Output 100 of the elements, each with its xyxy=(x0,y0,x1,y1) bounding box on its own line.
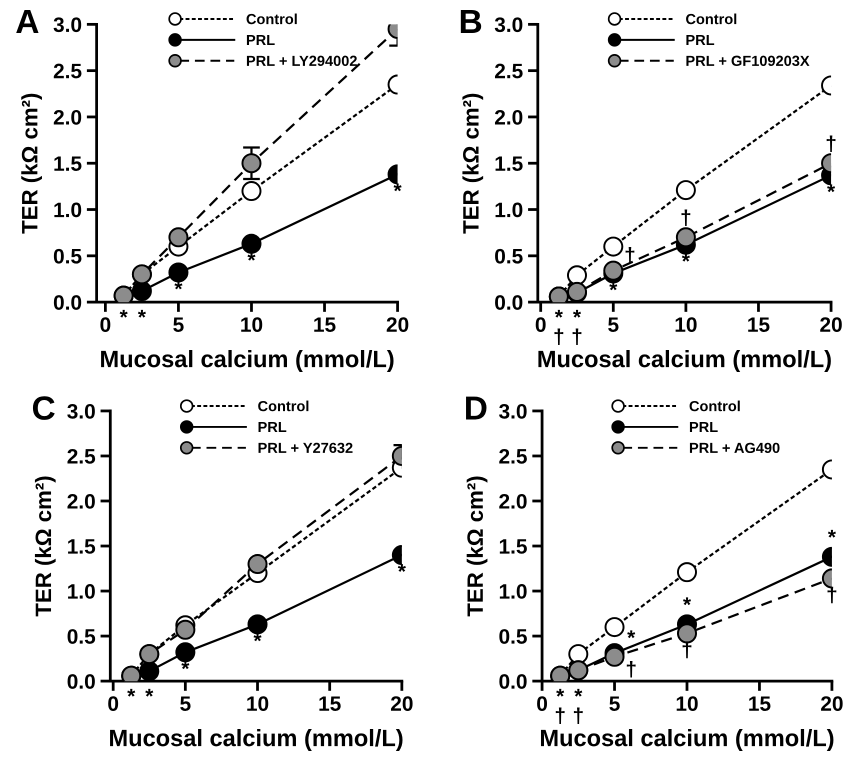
y-tick-label: 3.0 xyxy=(499,404,527,419)
x-axis-title: Mucosal calcium (mmol/L) xyxy=(110,728,403,751)
annotation: * xyxy=(627,630,636,638)
y-tick-label: 3.0 xyxy=(494,17,522,32)
y-tick-label: 1.5 xyxy=(54,156,82,171)
y-tick-label: 0.0 xyxy=(68,674,95,689)
y-tick-label: 1.0 xyxy=(54,202,82,218)
x-tick-label: 5 xyxy=(180,696,191,711)
annotation: * xyxy=(827,184,836,192)
y-tick-label: 2.0 xyxy=(499,494,527,509)
y-axis-title: TER (kΩ cm²) xyxy=(21,94,42,234)
annotation: † xyxy=(574,707,583,724)
annotation: * xyxy=(683,597,692,606)
annotation: † xyxy=(626,660,636,678)
chart-title: B xyxy=(460,10,482,33)
x-tick-label: 10 xyxy=(676,317,697,332)
x-tick-label: 5 xyxy=(608,317,618,332)
annotation: * xyxy=(556,688,564,697)
x-tick-label: 5 xyxy=(609,696,620,711)
x-tick-label: 20 xyxy=(820,317,842,332)
x-tick-label: 10 xyxy=(247,696,268,711)
y-tick-label: 3.0 xyxy=(54,17,82,32)
x-tick-label: 15 xyxy=(748,317,770,332)
x-tick-label: 20 xyxy=(390,696,413,711)
annotation: * xyxy=(138,310,146,318)
annotation: † xyxy=(681,210,690,226)
x-axis-title: Mucosal calcium (mmol/L) xyxy=(101,350,394,372)
y-tick-label: 2.5 xyxy=(499,448,527,464)
chart-title: D xyxy=(466,396,486,420)
x-axis-title: Mucosal calcium (mmol/L) xyxy=(540,728,834,751)
annotation: † xyxy=(554,328,564,346)
legend-label: PRL + LY294002 xyxy=(246,56,357,66)
annotation: * xyxy=(247,252,256,261)
x-tick-label: 20 xyxy=(821,696,843,711)
x-tick-label: 0 xyxy=(108,696,118,711)
legend-label: PRL xyxy=(686,34,714,45)
y-axis-title: TER (kΩ cm²) xyxy=(462,94,484,234)
annotation: * xyxy=(609,282,618,290)
y-tick-label: 0.5 xyxy=(495,248,523,264)
annotation: * xyxy=(398,564,406,572)
chart-title: C xyxy=(32,396,55,420)
x-tick-label: 0 xyxy=(537,696,548,711)
y-tick-label: 0.0 xyxy=(499,674,527,689)
legend-label: Control xyxy=(246,14,297,24)
annotation: * xyxy=(174,282,182,290)
x-tick-label: 5 xyxy=(173,317,184,332)
y-axis-title: TER (kΩ cm²) xyxy=(466,476,488,616)
annotation: * xyxy=(145,688,154,697)
y-tick-label: 0.0 xyxy=(495,295,522,310)
annotation: * xyxy=(573,310,582,318)
legend-label: Control xyxy=(690,400,740,412)
legend-label: PRL xyxy=(690,422,718,432)
chart-title: A xyxy=(16,10,39,33)
legend-label: PRL + AG490 xyxy=(690,442,780,454)
legend-label: PRL + Y27632 xyxy=(258,442,353,454)
y-tick-label: 2.0 xyxy=(494,110,522,125)
annotation: * xyxy=(394,183,402,192)
y-tick-label: 0.5 xyxy=(68,629,96,644)
y-tick-label: 1.5 xyxy=(68,539,96,554)
legend-label: Control xyxy=(258,400,308,412)
y-tick-label: 2.0 xyxy=(54,110,82,125)
y-tick-label: 1.0 xyxy=(68,584,95,599)
legend-label: PRL xyxy=(246,34,275,45)
annotation: * xyxy=(554,310,563,318)
annotation: † xyxy=(828,586,836,604)
y-tick-label: 2.5 xyxy=(54,64,82,78)
y-tick-label: 0.5 xyxy=(499,629,527,644)
annotation: * xyxy=(127,688,136,697)
x-tick-label: 15 xyxy=(314,317,336,332)
y-tick-label: 1.5 xyxy=(496,156,523,171)
annotation: * xyxy=(828,530,836,538)
x-tick-label: 15 xyxy=(319,696,341,711)
annotation: † xyxy=(556,707,565,724)
y-tick-label: 3.0 xyxy=(67,404,95,419)
y-tick-label: 1.0 xyxy=(496,202,522,218)
x-tick-label: 10 xyxy=(676,696,698,711)
x-axis-title: Mucosal calcium (mmol/L) xyxy=(538,350,831,372)
x-tick-label: 0 xyxy=(536,317,546,332)
y-tick-label: 1.0 xyxy=(500,584,527,599)
y-tick-label: 1.5 xyxy=(500,539,527,554)
legend-label: PRL + GF109203X xyxy=(686,56,810,66)
y-tick-label: 0.5 xyxy=(54,248,82,264)
annotation: † xyxy=(572,328,582,346)
y-tick-label: 2.5 xyxy=(67,448,96,464)
y-tick-label: 2.0 xyxy=(67,494,95,509)
x-tick-label: 15 xyxy=(749,696,770,711)
y-tick-label: 2.5 xyxy=(494,64,523,78)
y-tick-label: 0.0 xyxy=(54,295,82,310)
annotation: * xyxy=(181,661,190,670)
annotation: * xyxy=(254,633,262,642)
legend-label: PRL xyxy=(258,422,286,432)
annotation: * xyxy=(120,310,128,318)
annotation: † xyxy=(826,135,836,152)
legend-label: Control xyxy=(686,14,736,24)
x-tick-label: 0 xyxy=(100,317,110,332)
annotation: * xyxy=(682,254,690,262)
x-tick-label: 20 xyxy=(386,317,408,332)
x-tick-label: 10 xyxy=(241,317,262,332)
y-axis-title: TER (kΩ cm²) xyxy=(34,476,56,616)
annotation: * xyxy=(574,688,582,697)
